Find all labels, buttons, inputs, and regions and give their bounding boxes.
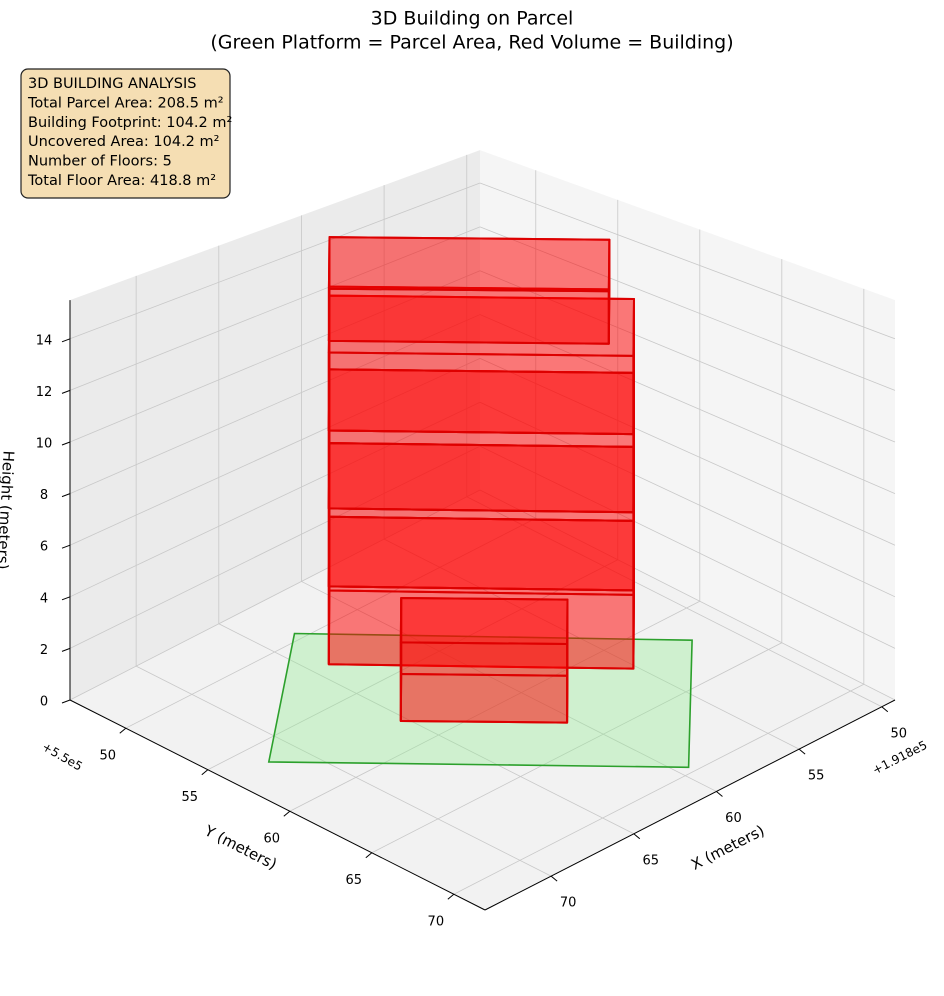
z-tick	[62, 390, 70, 393]
x-tick	[634, 834, 640, 839]
z-tick	[62, 700, 70, 703]
x-tick	[551, 876, 557, 881]
annotation-line: Building Footprint: 104.2 m²	[28, 115, 232, 131]
x-tick-label: 50	[891, 726, 908, 741]
z-tick-label: 12	[36, 385, 53, 400]
z-tick-label: 8	[40, 488, 48, 503]
z-tick	[62, 494, 70, 497]
y-offset-label: +5.5e5	[40, 739, 85, 773]
building-box	[329, 237, 610, 344]
marks	[269, 237, 692, 767]
x-tick-label: 60	[725, 811, 742, 826]
y-tick-label: 60	[264, 832, 281, 847]
z-tick-label: 6	[40, 540, 48, 555]
y-tick-label: 50	[99, 749, 116, 764]
z-tick-label: 14	[36, 333, 53, 348]
box-side	[329, 289, 609, 344]
x-tick	[882, 707, 888, 712]
y-axis-label: Y (meters)	[201, 821, 280, 873]
z-tick	[62, 442, 70, 445]
box-top	[401, 598, 568, 644]
chart-title: 3D Building on Parcel	[371, 8, 574, 30]
z-axis-label: Height (meters)	[0, 450, 18, 570]
x-tick	[799, 749, 805, 754]
z-tick-label: 2	[40, 643, 48, 658]
x-tick-label: 55	[808, 769, 825, 784]
z-tick-label: 4	[40, 591, 48, 606]
y-tick-label: 65	[346, 873, 363, 888]
y-tick	[448, 894, 454, 899]
x-tick	[716, 791, 722, 796]
y-tick	[284, 811, 290, 816]
annotation-line: Uncovered Area: 104.2 m²	[28, 134, 219, 150]
x-axis-label: X (meters)	[688, 821, 767, 873]
x-tick-label: 70	[560, 896, 577, 911]
z-tick	[62, 648, 70, 651]
z-tick	[62, 339, 70, 342]
annotation-line: 3D BUILDING ANALYSIS	[28, 76, 196, 92]
y-tick-label: 70	[428, 915, 445, 930]
annotation-line: Total Floor Area: 418.8 m²	[27, 173, 216, 189]
z-tick-label: 0	[40, 695, 48, 710]
y-tick-label: 55	[182, 790, 199, 805]
z-tick	[62, 545, 70, 548]
building-box	[401, 598, 568, 723]
chart-subtitle: (Green Platform = Parcel Area, Red Volum…	[210, 32, 733, 54]
y-tick	[120, 728, 126, 733]
z-tick	[62, 597, 70, 600]
y-tick	[202, 770, 208, 775]
z-tick-label: 10	[36, 437, 53, 452]
x-tick-label: 65	[643, 853, 660, 868]
annotation-line: Total Parcel Area: 208.5 m²	[27, 95, 224, 111]
box-top	[329, 237, 610, 291]
x-offset-label: +1.918e5	[870, 738, 929, 777]
annotation-line: Number of Floors: 5	[28, 154, 172, 170]
y-tick	[366, 853, 372, 858]
